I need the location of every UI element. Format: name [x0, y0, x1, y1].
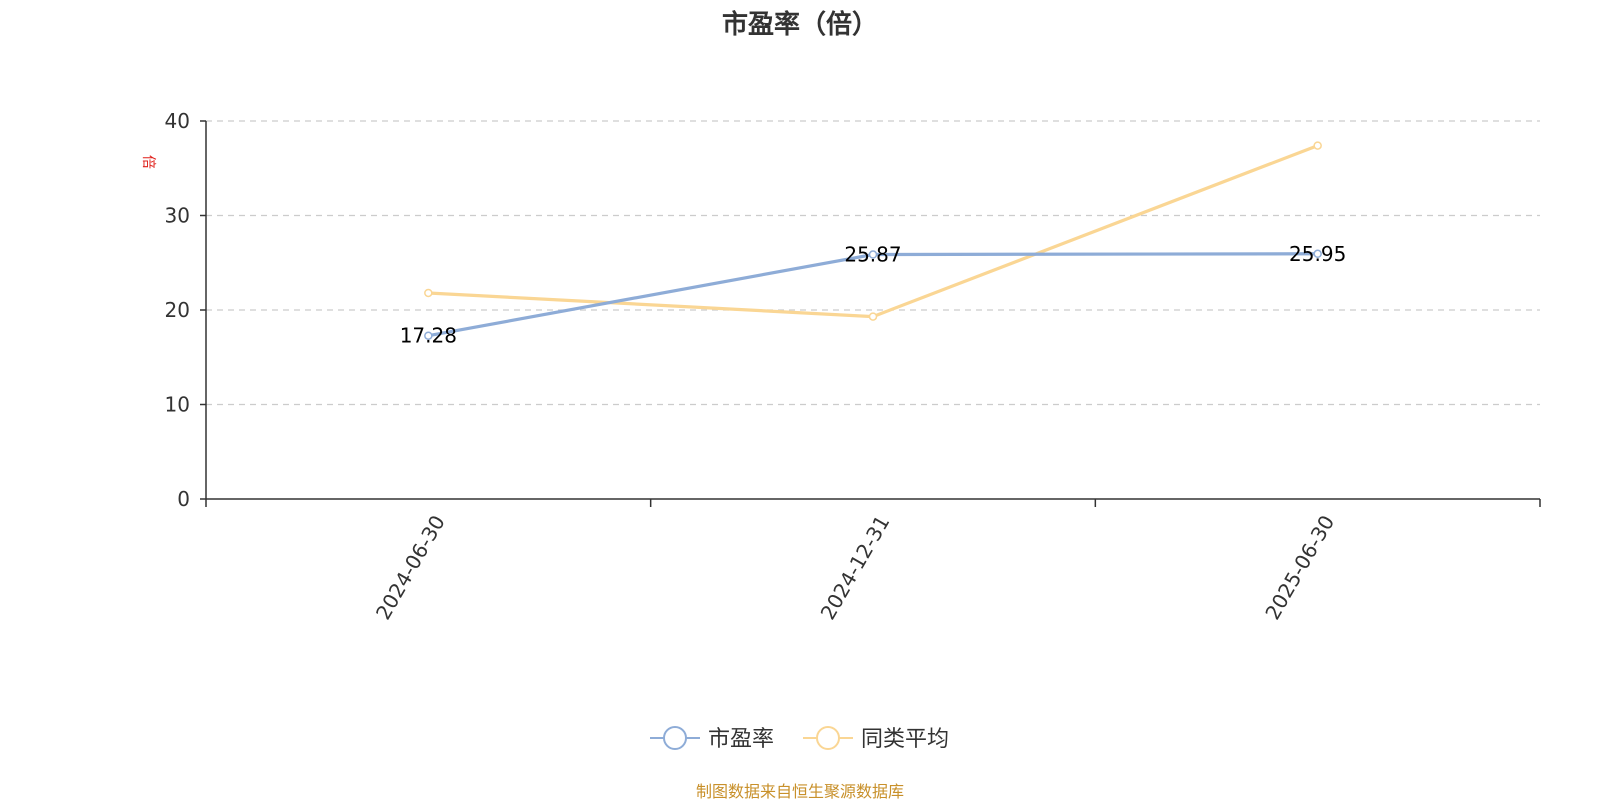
data-point[interactable]: [868, 250, 878, 259]
x-tick-label: 2025-06-30: [1260, 511, 1339, 624]
data-labels: 17.28 25.87 25.95: [400, 242, 1347, 348]
y-axis-unit-label: 倍: [140, 155, 156, 169]
y-tick-label: 0: [177, 487, 190, 511]
data-point[interactable]: [868, 312, 878, 321]
chart-title: 市盈率（倍）: [722, 9, 878, 40]
axes: 0 10 20 30 40 2024-06-30 2024-12-31 2025-06-30: [165, 109, 1541, 624]
x-tick-label: 2024-06-30: [371, 511, 450, 624]
legend-swatch-marker: [663, 726, 687, 750]
series-lines: [424, 141, 1322, 340]
legend-item-1[interactable]: 同类平均: [803, 726, 949, 752]
data-point[interactable]: [1313, 141, 1322, 150]
data-point[interactable]: [1313, 249, 1322, 259]
legend[interactable]: 市盈率 同类平均: [650, 726, 949, 752]
y-tick-label: 20: [165, 298, 190, 322]
series-line-1: [426, 143, 1320, 319]
data-point[interactable]: [424, 288, 433, 298]
legend-swatch-marker: [816, 726, 840, 750]
data-source-note: 制图数据来自恒生聚源数据库: [696, 782, 904, 800]
x-tick-label: 2024-12-31: [816, 511, 895, 624]
data-label: 25.95: [1289, 242, 1346, 266]
y-tick-label: 10: [165, 393, 190, 417]
legend-label: 市盈率: [708, 727, 774, 752]
grid-lines: [206, 120, 1540, 406]
y-tick-label: 30: [165, 204, 190, 228]
data-label: 17.28: [400, 324, 457, 348]
data-point[interactable]: [424, 331, 433, 340]
legend-label: 同类平均: [861, 727, 949, 752]
y-tick-label: 40: [165, 109, 190, 133]
data-label: 25.87: [844, 243, 901, 267]
legend-item-0[interactable]: 市盈率: [650, 726, 774, 752]
